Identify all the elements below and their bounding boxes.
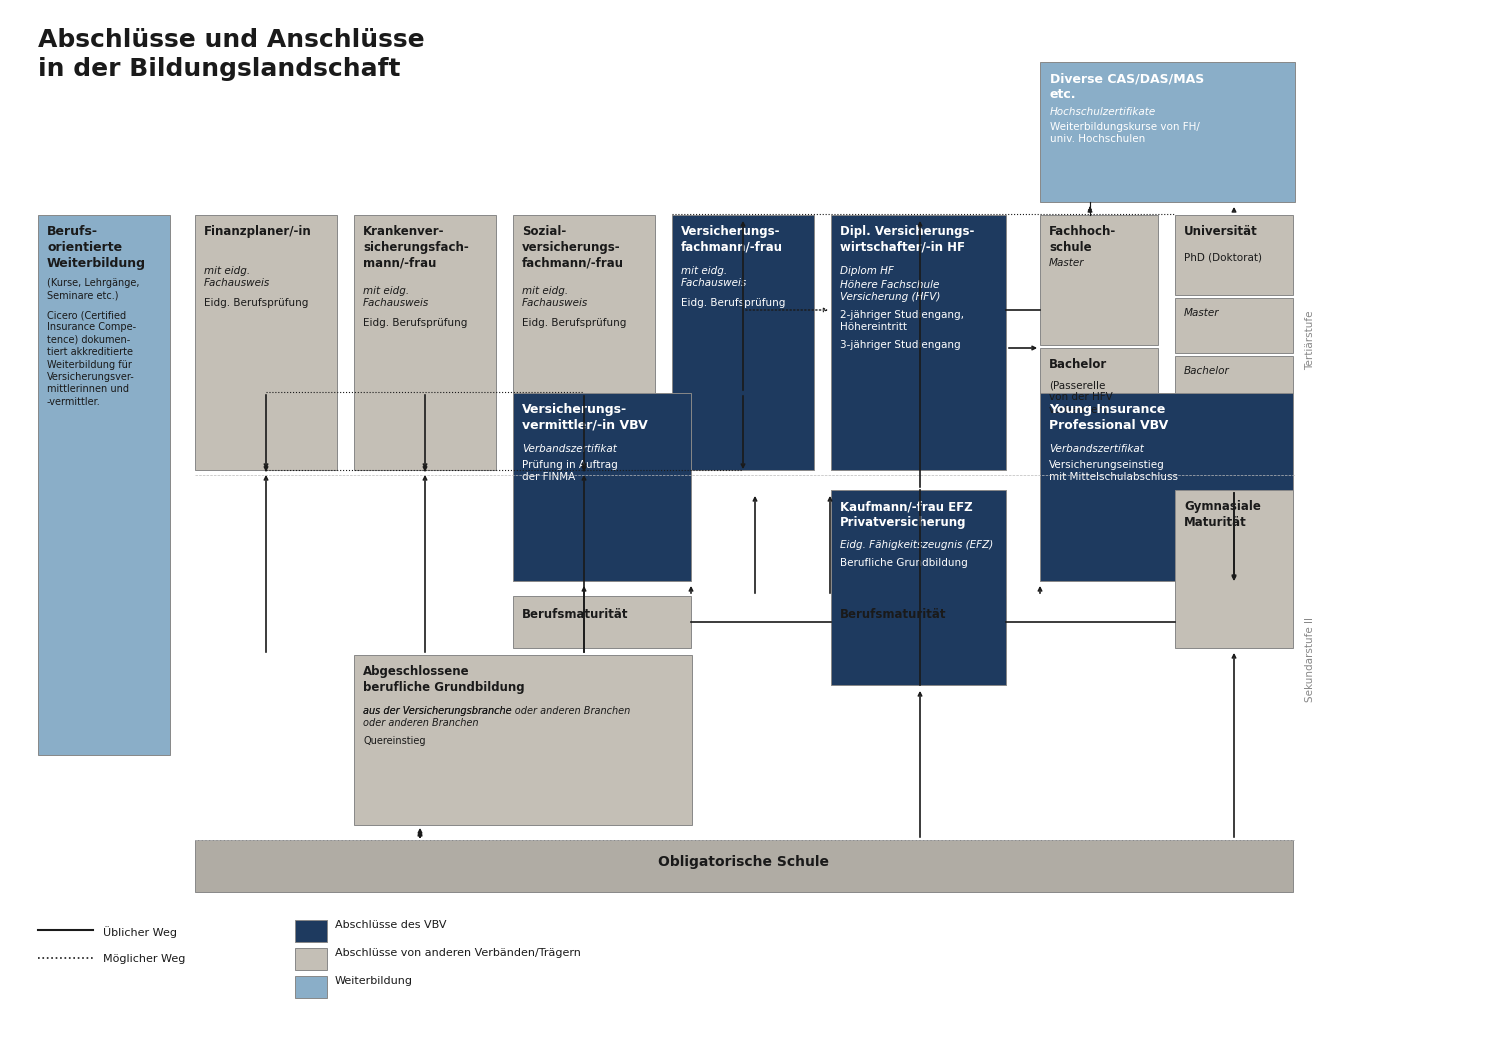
Text: Master: Master <box>1048 258 1084 268</box>
Bar <box>831 490 1007 685</box>
Bar <box>1040 215 1158 344</box>
Text: Universität: Universität <box>1184 225 1257 238</box>
Text: Höhere Fachschule
Versicherung (HFV): Höhere Fachschule Versicherung (HFV) <box>840 280 940 302</box>
Bar <box>296 948 327 970</box>
Bar <box>38 215 170 755</box>
Text: Cicero (Certified
Insurance Compe-
tence) dokumen-
tiert akkreditierte
Weiterbil: Cicero (Certified Insurance Compe- tence… <box>46 310 136 407</box>
Text: Dipl. Versicherungs-
wirtschafter/-in HF: Dipl. Versicherungs- wirtschafter/-in HF <box>840 225 975 254</box>
Bar <box>831 215 1007 470</box>
Text: Berufsmaturität: Berufsmaturität <box>840 608 946 621</box>
Bar <box>195 840 1293 893</box>
Text: mit eidg.
Fachausweis: mit eidg. Fachausweis <box>363 286 429 308</box>
Text: Verbandszertifikat: Verbandszertifikat <box>1048 444 1144 454</box>
Bar <box>513 393 692 581</box>
Text: Weiterbildung: Weiterbildung <box>334 976 412 986</box>
Text: Abschlüsse und Anschlüsse
in der Bildungslandschaft: Abschlüsse und Anschlüsse in der Bildung… <box>38 28 424 81</box>
Text: Finanzplaner/-in: Finanzplaner/-in <box>204 225 312 238</box>
Bar <box>1040 393 1293 581</box>
Text: Abschlüsse von anderen Verbänden/Trägern: Abschlüsse von anderen Verbänden/Trägern <box>334 948 580 958</box>
Text: Sekundarstufe II: Sekundarstufe II <box>1305 618 1316 703</box>
Text: (Kurse, Lehrgänge,
Seminare etc.): (Kurse, Lehrgänge, Seminare etc.) <box>46 278 140 300</box>
Text: mit eidg.
Fachausweis: mit eidg. Fachausweis <box>681 266 747 288</box>
Text: Hochschulzertifikate: Hochschulzertifikate <box>1050 107 1156 117</box>
Bar <box>1174 215 1293 295</box>
Bar <box>296 976 327 999</box>
Text: Verbandszertifikat: Verbandszertifikat <box>522 444 616 454</box>
Bar <box>296 920 327 942</box>
Bar <box>1174 490 1293 648</box>
Text: Quereinstieg: Quereinstieg <box>363 736 426 746</box>
Text: Obligatorische Schule: Obligatorische Schule <box>658 855 830 869</box>
Text: Abgeschlossene
berufliche Grundbildung: Abgeschlossene berufliche Grundbildung <box>363 665 525 694</box>
Text: PhD (Doktorat): PhD (Doktorat) <box>1184 252 1262 262</box>
Text: Weiterbildungskurse von FH/
univ. Hochschulen: Weiterbildungskurse von FH/ univ. Hochsc… <box>1050 122 1200 144</box>
Text: Sozial-
versicherungs-
fachmann/-frau: Sozial- versicherungs- fachmann/-frau <box>522 225 624 270</box>
Bar <box>672 215 814 470</box>
Bar <box>1174 356 1293 470</box>
Text: Eidg. Berufsprüfung: Eidg. Berufsprüfung <box>363 318 468 328</box>
Bar <box>513 215 656 470</box>
Text: Bachelor: Bachelor <box>1184 366 1230 376</box>
Text: Krankenver-
sicherungsfach-
mann/-frau: Krankenver- sicherungsfach- mann/-frau <box>363 225 468 270</box>
Text: Berufs-
orientierte
Weiterbildung: Berufs- orientierte Weiterbildung <box>46 225 146 270</box>
Text: Diplom HF: Diplom HF <box>840 266 894 276</box>
Text: Gymnasiale
Maturität: Gymnasiale Maturität <box>1184 500 1262 529</box>
Text: mit eidg.
Fachausweis: mit eidg. Fachausweis <box>204 266 270 288</box>
Text: Üblicher Weg: Üblicher Weg <box>104 926 177 938</box>
Text: Eidg. Berufsprüfung: Eidg. Berufsprüfung <box>522 318 627 328</box>
Bar <box>513 596 692 648</box>
Text: Versicherungs-
vermittler/-in VBV: Versicherungs- vermittler/-in VBV <box>522 403 648 432</box>
Bar <box>831 596 1007 648</box>
Text: mit eidg.
Fachausweis: mit eidg. Fachausweis <box>522 286 588 308</box>
Text: Diverse CAS/DAS/MAS
etc.: Diverse CAS/DAS/MAS etc. <box>1050 72 1205 101</box>
Text: Eidg. Berufsprüfung: Eidg. Berufsprüfung <box>681 298 786 308</box>
Text: Master: Master <box>1184 308 1219 318</box>
Text: Tertiärstufe: Tertiärstufe <box>1305 311 1316 370</box>
Text: Eidg. Fähigkeitszeugnis (EFZ): Eidg. Fähigkeitszeugnis (EFZ) <box>840 540 993 550</box>
Text: Young Insurance
Professional VBV: Young Insurance Professional VBV <box>1048 403 1168 432</box>
Text: Bachelor: Bachelor <box>1048 358 1107 371</box>
Text: 2-jähriger Studiengang,
Höhereintritt: 2-jähriger Studiengang, Höhereintritt <box>840 310 964 333</box>
Text: (Passerelle
von der HFV
vorhanden): (Passerelle von der HFV vorhanden) <box>1048 379 1113 414</box>
Text: Abschlüsse des VBV: Abschlüsse des VBV <box>334 920 447 930</box>
Bar <box>195 215 338 470</box>
Text: Kaufmann/-frau EFZ
Privatversicherung: Kaufmann/-frau EFZ Privatversicherung <box>840 500 972 529</box>
Text: 3-jähriger Studiengang: 3-jähriger Studiengang <box>840 340 960 350</box>
Text: Berufsmaturität: Berufsmaturität <box>522 608 628 621</box>
Bar <box>354 655 692 825</box>
Text: aus der Versicherungsbranche
oder anderen Branchen: aus der Versicherungsbranche oder andere… <box>363 706 512 728</box>
Text: Fachhoch-
schule: Fachhoch- schule <box>1048 225 1116 254</box>
Text: Möglicher Weg: Möglicher Weg <box>104 954 186 964</box>
Text: Berufliche Grundbildung: Berufliche Grundbildung <box>840 558 968 568</box>
Text: Versicherungs-
fachmann/-frau: Versicherungs- fachmann/-frau <box>681 225 783 254</box>
Text: Versicherungseinstieg
mit Mittelschulabschluss: Versicherungseinstieg mit Mittelschulabs… <box>1048 460 1178 482</box>
Bar <box>354 215 497 470</box>
Text: Prüfung in Auftrag
der FINMA: Prüfung in Auftrag der FINMA <box>522 460 618 482</box>
Bar <box>1174 298 1293 353</box>
Bar <box>1040 61 1294 202</box>
Text: Eidg. Berufsprüfung: Eidg. Berufsprüfung <box>204 298 309 308</box>
Text: aus der Versicherungsbranche oder anderen Branchen: aus der Versicherungsbranche oder andere… <box>363 706 630 716</box>
Bar <box>1040 348 1158 470</box>
